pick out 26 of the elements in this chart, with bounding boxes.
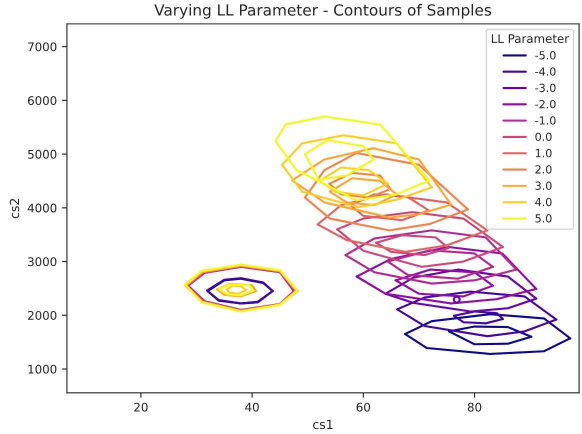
x-tick-label: 40 — [245, 402, 259, 412]
legend-label: -3.0 — [535, 84, 556, 92]
x-tick-label: 80 — [468, 402, 482, 412]
chart-title: Varying LL Parameter - Contours of Samples — [154, 4, 492, 19]
y-tick-label: 1000 — [28, 364, 56, 374]
y-tick-label: 4000 — [28, 204, 56, 212]
y-axis-title: cs2 — [10, 198, 20, 218]
x-tick-label: 60 — [356, 402, 370, 412]
legend-title: LL Parameter — [492, 34, 570, 44]
legend-label: 0.0 — [535, 132, 552, 141]
legend-label: 5.0 — [536, 214, 552, 223]
y-tick-label: 2000 — [28, 310, 56, 320]
y-tick-label: 3000 — [28, 257, 56, 266]
legend-label: 2.0 — [535, 165, 552, 174]
legend-label: -1.0 — [535, 116, 556, 125]
y-tick-label: 6000 — [28, 96, 56, 106]
legend-label: -4.0 — [535, 67, 556, 76]
x-tick-label: 20 — [134, 402, 148, 412]
y-tick-label: 7000 — [28, 42, 56, 52]
y-tick-label: 5000 — [28, 150, 56, 159]
legend-label: -2.0 — [535, 100, 556, 108]
legend-label: 1.0 — [536, 148, 552, 158]
legend-label: 4.0 — [535, 198, 552, 206]
x-axis-title: cs1 — [313, 420, 333, 430]
legend-label: -5.0 — [535, 51, 556, 60]
legend-label: 3.0 — [535, 182, 552, 190]
